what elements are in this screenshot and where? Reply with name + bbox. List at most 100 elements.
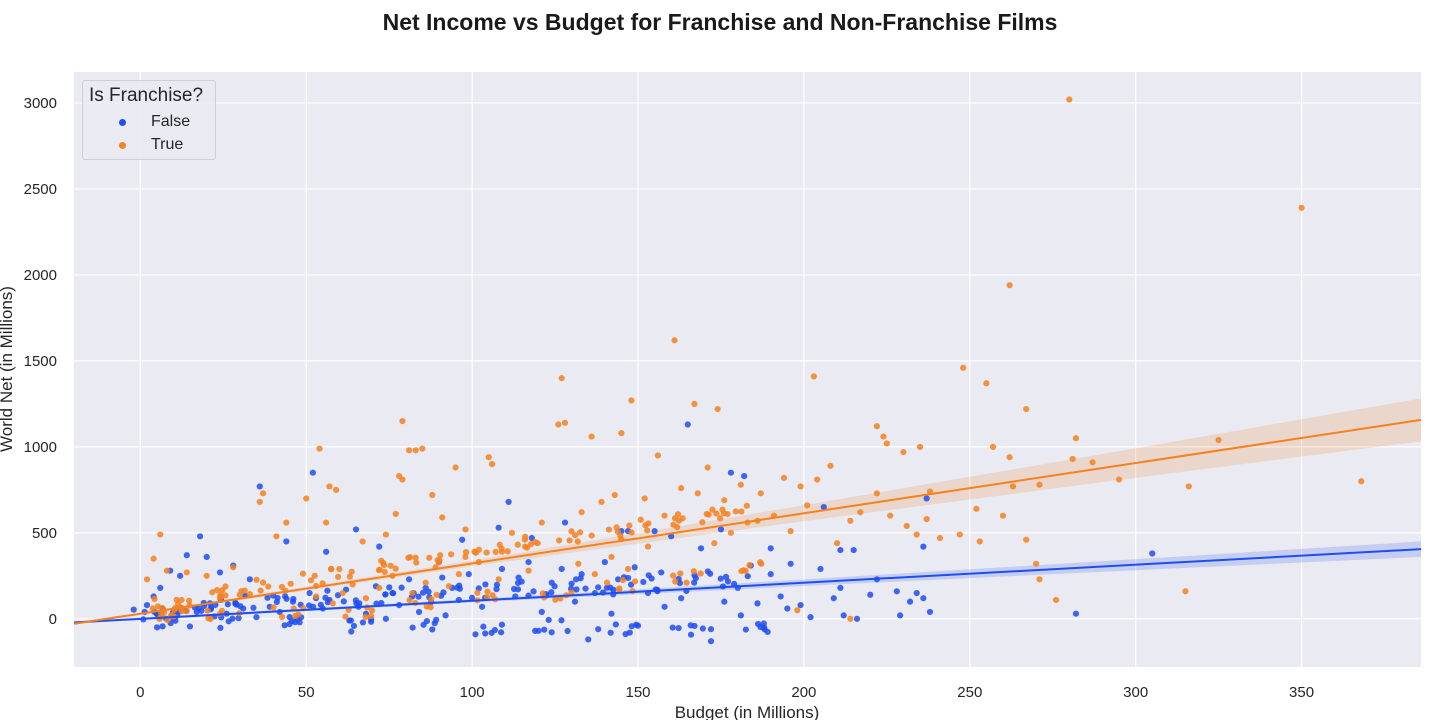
point-true (260, 579, 267, 586)
point-true (683, 579, 690, 586)
point-false (837, 546, 844, 554)
point-true (555, 421, 562, 428)
point-false (482, 581, 489, 588)
point-true (492, 548, 499, 555)
point-false (347, 617, 354, 624)
point-false (741, 473, 748, 480)
point-true (1006, 454, 1013, 461)
point-false (697, 545, 705, 552)
point-true (439, 514, 446, 521)
point-true (628, 529, 635, 536)
point-false (382, 591, 389, 598)
point-true (1182, 588, 1189, 595)
point-true (699, 519, 706, 526)
point-false (530, 588, 537, 595)
point-true (483, 549, 490, 556)
point-true (452, 464, 459, 471)
point-true (717, 515, 724, 522)
point-true (246, 591, 254, 598)
point-false (538, 608, 545, 616)
point-true (711, 540, 718, 547)
point-false (601, 559, 608, 566)
point-false (568, 580, 575, 587)
point-true (217, 591, 224, 599)
point-false (840, 612, 847, 619)
point-true (561, 419, 569, 426)
point-true (203, 572, 210, 579)
point-false (177, 572, 184, 579)
point-true (568, 528, 575, 535)
point-true (429, 491, 436, 499)
point-false (535, 627, 542, 634)
point-true (616, 586, 623, 593)
point-true (359, 538, 366, 545)
point-true (163, 567, 170, 574)
point-false (431, 620, 438, 627)
point-true (973, 505, 980, 512)
point-true (376, 584, 383, 591)
point-false (545, 616, 552, 624)
point-false (678, 595, 685, 602)
x-tick-label: 200 (791, 684, 816, 701)
point-true (307, 577, 315, 584)
point-true (336, 565, 343, 573)
point-true (654, 452, 662, 459)
point-true (913, 531, 920, 538)
point-false (640, 578, 647, 586)
point-true (462, 553, 469, 560)
point-false (573, 586, 580, 593)
point-false (488, 629, 495, 636)
gridlines (74, 72, 1421, 667)
point-false (913, 589, 920, 597)
point-false (505, 498, 512, 506)
regression-line-false (73, 548, 1422, 624)
point-false (376, 543, 383, 550)
point-false (456, 585, 463, 592)
point-false (359, 619, 367, 626)
point-true (392, 510, 399, 518)
point-false (143, 601, 151, 609)
point-false (631, 564, 638, 571)
point-true (611, 491, 618, 499)
point-true (428, 596, 435, 603)
point-false (281, 622, 288, 629)
point-true (471, 548, 478, 555)
point-false (727, 469, 735, 476)
point-true (1215, 436, 1222, 444)
point-false (691, 622, 698, 630)
point-false (224, 601, 231, 608)
point-true (847, 615, 854, 622)
point-false (707, 638, 715, 645)
point-true (183, 607, 190, 615)
point-false (253, 614, 260, 621)
point-true (671, 337, 678, 344)
point-true (278, 583, 286, 591)
point-false (724, 578, 732, 585)
point-true (329, 600, 336, 607)
point-true (677, 570, 684, 577)
point-true (857, 509, 864, 516)
point-false (493, 586, 500, 593)
point-false (797, 601, 804, 609)
point-false (309, 469, 316, 476)
point-true (485, 454, 492, 461)
y-tick-label: 2000 (24, 267, 57, 284)
point-true (186, 597, 193, 604)
point-false (787, 560, 794, 567)
point-false (558, 617, 565, 624)
point-true (333, 486, 340, 493)
y-tick-label: 500 (32, 525, 57, 542)
point-false (317, 601, 324, 608)
point-true (504, 548, 511, 555)
point-false (807, 614, 814, 621)
point-false (893, 588, 900, 595)
point-false (731, 580, 738, 587)
point-true (641, 495, 648, 502)
point-true (295, 611, 302, 618)
point-false (290, 595, 297, 603)
point-false (390, 590, 397, 597)
point-false (514, 586, 522, 593)
point-true (903, 522, 910, 530)
point-false (350, 622, 358, 630)
